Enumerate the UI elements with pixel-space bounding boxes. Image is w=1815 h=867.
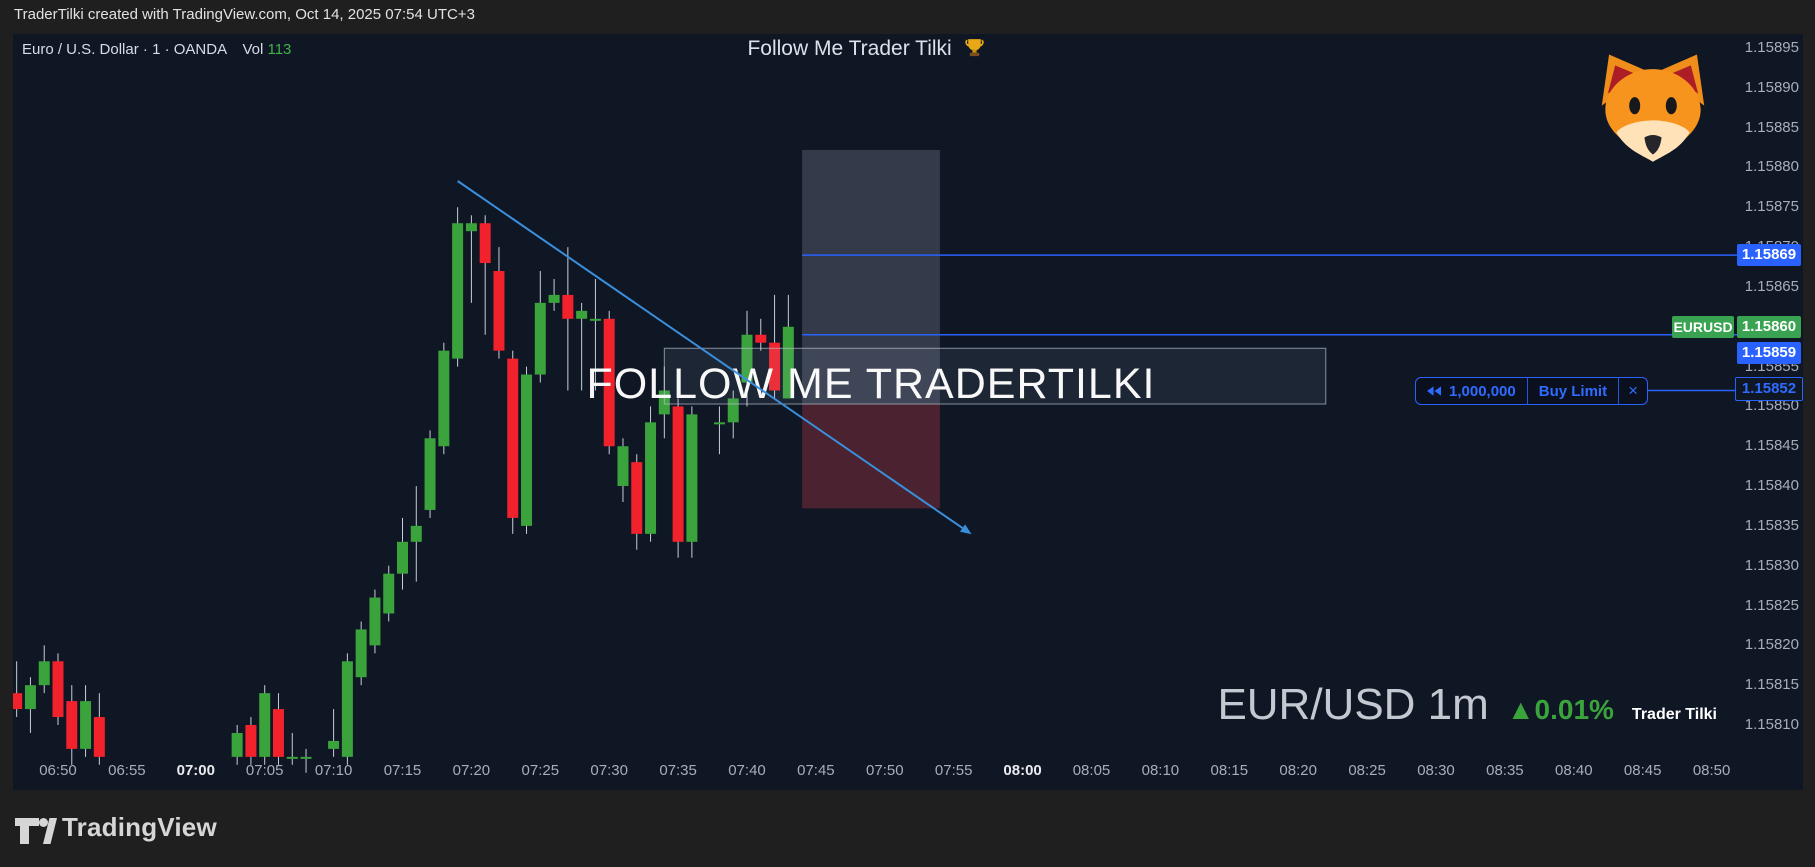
price-tick: 1.15875: [1744, 198, 1799, 216]
time-scale[interactable]: 06:50 06:55 07:00 07:05 07:10 07:15 07:20 07:25…: [13, 756, 1803, 790]
time-tick: 08:30: [1417, 762, 1455, 779]
legend-symbol[interactable]: Euro / U.S. Dollar: [22, 41, 139, 58]
time-tick: 08:35: [1486, 762, 1524, 779]
legend-exchange[interactable]: OANDA: [173, 41, 227, 58]
time-tick: 07:25: [521, 762, 560, 779]
fox-face-icon: [1591, 52, 1715, 179]
price-tick: 1.15830: [1744, 556, 1799, 574]
time-tick: 07:30: [590, 762, 628, 779]
time-tick: 07:00: [176, 762, 215, 779]
trophy-icon: [964, 39, 984, 57]
time-tick: 07:15: [383, 762, 422, 779]
change-percent: ▲0.01%: [1506, 694, 1614, 725]
price-tick: 1.15825: [1744, 596, 1799, 614]
time-tick: 06:55: [108, 762, 146, 779]
volume-value: 113: [267, 41, 292, 58]
attribution-bar: TraderTilki created with TradingView.com…: [0, 0, 1815, 34]
widget-divider: [1526, 378, 1528, 404]
symbol-tag: EURUSD: [1672, 316, 1734, 338]
chart-panel[interactable]: [13, 34, 1803, 791]
price-tick: 1.15880: [1744, 158, 1799, 176]
banner-title: Follow Me Trader Tilki: [610, 37, 1122, 61]
time-tick: 08:25: [1348, 762, 1386, 779]
price-tick: 1.15845: [1744, 437, 1799, 455]
time-tick: 07:55: [934, 762, 973, 779]
price-tick: 1.15815: [1744, 676, 1799, 694]
time-tick: 07:45: [797, 762, 835, 779]
price-tick: 1.15840: [1744, 477, 1799, 495]
order-quantity-value: 1,000,000: [1449, 382, 1516, 400]
price-tick: 1.15820: [1744, 636, 1799, 654]
footer-bar: TradingView: [0, 790, 1815, 867]
center-watermark: FOLLOW ME TRADERTILKI: [586, 360, 1156, 408]
price-tick: 1.15885: [1744, 118, 1799, 136]
time-tick: 08:50: [1692, 762, 1731, 779]
time-tick: 07:35: [659, 762, 697, 779]
time-tick: 08:20: [1279, 762, 1317, 779]
time-tick: 07:20: [452, 762, 491, 779]
legend-separator-1: ·: [142, 41, 148, 58]
lower-level-price-label: 1.15859: [1737, 342, 1801, 364]
price-tick: 1.15890: [1744, 78, 1799, 96]
upper-level-price-label: 1.15869: [1737, 244, 1801, 266]
banner-title-text: Follow Me Trader Tilki: [747, 37, 952, 60]
time-tick: 08:10: [1141, 762, 1180, 779]
legend-separator-2: ·: [164, 41, 170, 58]
price-tick: 1.15850: [1744, 397, 1799, 415]
pending-order-widget[interactable]: 1,000,000 Buy Limit ×: [1415, 377, 1649, 405]
price-tick: 1.15865: [1744, 277, 1799, 295]
time-tick: 07:50: [866, 762, 904, 779]
order-type-button[interactable]: Buy Limit: [1538, 382, 1608, 400]
frame-left: [0, 34, 13, 791]
order-quantity-button[interactable]: 1,000,000: [1416, 378, 1527, 404]
time-tick: 06:50: [39, 762, 77, 779]
time-tick: 08:15: [1210, 762, 1249, 779]
symbol-watermark: EUR/USD 1m ▲0.01% Trader Tilki: [1217, 680, 1717, 730]
time-tick: 08:40: [1555, 762, 1593, 779]
time-tick: 08:00: [1003, 762, 1042, 779]
volume-label: Vol: [242, 41, 264, 58]
last-price-label: 1.15860: [1737, 316, 1801, 338]
time-tick: 07:10: [314, 762, 353, 779]
attribution-text: TraderTilki created with TradingView.com…: [14, 6, 475, 23]
double-left-arrow-icon: [1427, 386, 1442, 396]
order-close-button[interactable]: ×: [1628, 381, 1639, 400]
order-price-label[interactable]: 1.15852: [1735, 377, 1803, 401]
price-tick: 1.15895: [1744, 39, 1799, 56]
price-tick: 1.15810: [1744, 715, 1799, 733]
signature-text: Trader Tilki: [1631, 706, 1717, 723]
widget-divider: [1618, 378, 1620, 404]
symbol-legend[interactable]: Euro / U.S. Dollar · 1 · OANDA Vol 113: [22, 41, 291, 58]
time-tick: 07:40: [728, 762, 766, 779]
price-scale[interactable]: 1.15810 1.15815 1.15820 1.15825 1.15830 1.158…: [1735, 34, 1803, 791]
legend-interval[interactable]: 1: [152, 41, 161, 58]
tradingview-logo-icon[interactable]: [15, 818, 57, 850]
time-tick: 07:05: [245, 762, 284, 779]
symbol-watermark-text: EUR/USD 1m: [1217, 680, 1489, 729]
time-tick: 08:05: [1072, 762, 1111, 779]
footer-brand[interactable]: TradingView: [62, 812, 217, 842]
frame-right: [1803, 34, 1815, 791]
time-tick: 08:45: [1623, 762, 1662, 779]
price-tick: 1.15835: [1744, 516, 1799, 534]
